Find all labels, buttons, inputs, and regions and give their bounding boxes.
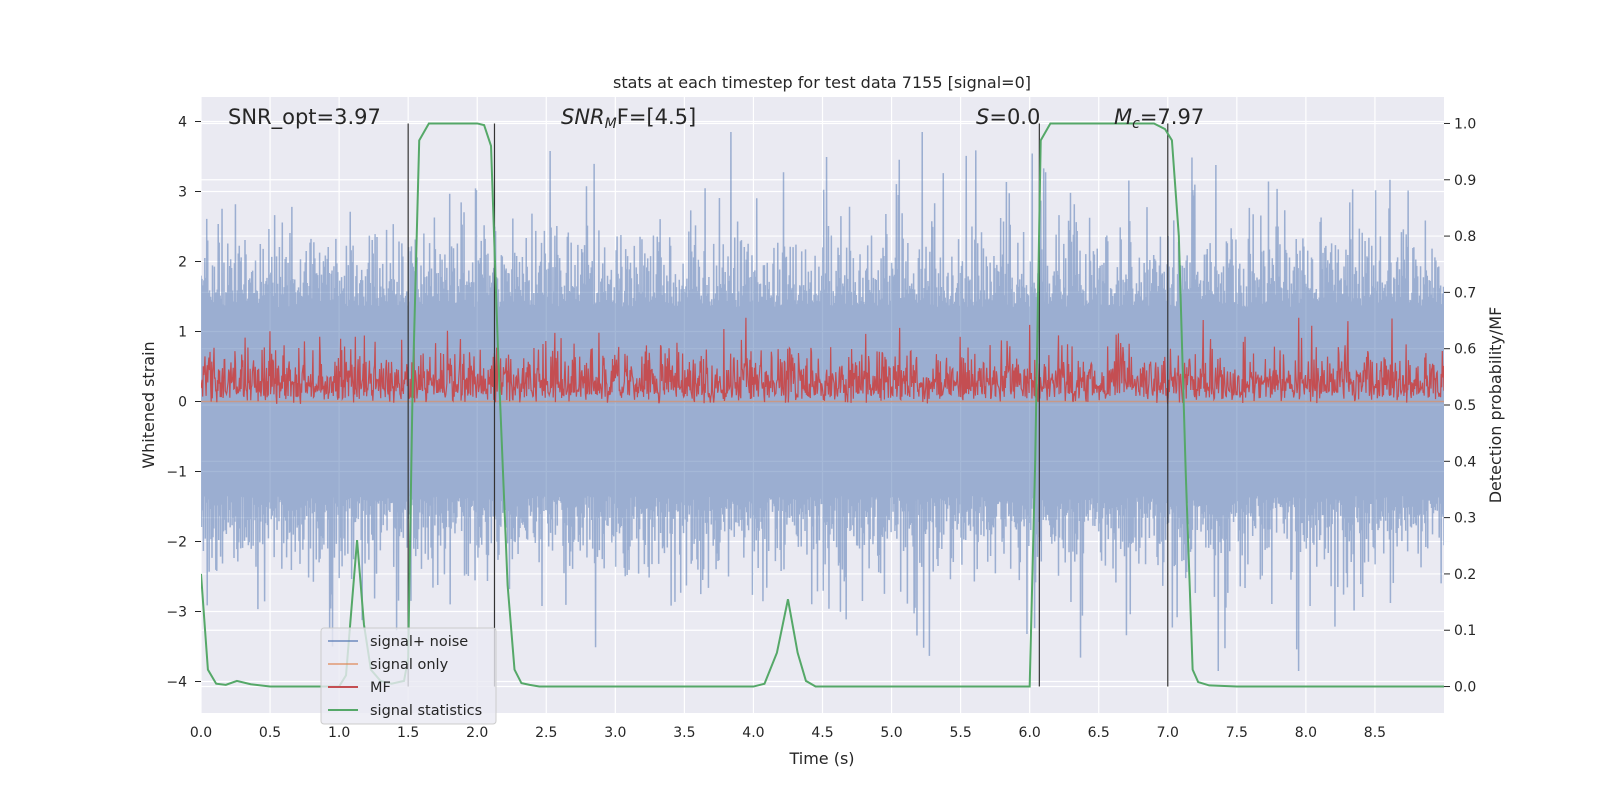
legend-box <box>320 627 497 725</box>
annotation-snr-mf: SNRMF=[4.5] <box>561 105 696 132</box>
legend-label-signal-noise: signal+ noise <box>370 634 468 650</box>
y2-axis-ticks: 1.0 0.9 0.8 0.7 0.6 0.5 0.4 0.3 0.2 0.1 0.0 <box>1444 116 1476 696</box>
x-tick-label: 5.5 <box>949 725 971 741</box>
y-axis-label: Whitened strain <box>139 341 158 468</box>
x-tick-label: 6.0 <box>1019 725 1041 741</box>
x-axis-label: Time (s) <box>788 749 854 768</box>
legend: signal+ noise signal only MF signal stat… <box>320 627 497 725</box>
x-tick-label: 5.0 <box>880 725 902 741</box>
x-tick-label: 1.5 <box>397 725 419 741</box>
x-tick-label: 3.0 <box>604 725 626 741</box>
y-tick-label: 4 <box>178 115 187 131</box>
x-tick-label: 7.5 <box>1226 725 1248 741</box>
y2-tick-label: 0.3 <box>1454 511 1476 527</box>
chart-title: stats at each timestep for test data 715… <box>613 73 1031 92</box>
y2-tick-label: 0.8 <box>1454 229 1476 245</box>
y-tick-label: 2 <box>178 255 187 271</box>
x-tick-label: 7.0 <box>1157 725 1179 741</box>
annotation-s: S=0.0 <box>976 105 1040 129</box>
y2-tick-label: 0.4 <box>1454 454 1476 470</box>
y2-tick-label: 1.0 <box>1454 116 1476 132</box>
y2-tick-label: 0.1 <box>1454 623 1476 639</box>
legend-label-mf: MF <box>370 680 391 696</box>
y-axis-ticks: 4 3 2 1 0 −1 −2 −3 −4 <box>166 115 201 691</box>
x-tick-label: 4.0 <box>742 725 764 741</box>
x-tick-label: 1.0 <box>328 725 350 741</box>
y-tick-label: 0 <box>178 395 187 411</box>
y2-tick-label: 0.2 <box>1454 567 1476 583</box>
y-tick-label: −4 <box>166 675 187 691</box>
y2-tick-label: 0.5 <box>1454 398 1476 414</box>
legend-label-signal-only: signal only <box>370 657 449 673</box>
x-tick-label: 8.0 <box>1295 725 1317 741</box>
x-tick-label: 8.5 <box>1364 725 1386 741</box>
x-tick-label: 0.5 <box>259 725 281 741</box>
data-layer <box>201 122 1444 688</box>
y2-tick-label: 0.7 <box>1454 285 1476 301</box>
y-tick-label: 3 <box>178 185 187 201</box>
y-tick-label: −2 <box>166 535 187 551</box>
x-tick-label: 2.0 <box>466 725 488 741</box>
x-tick-label: 6.5 <box>1088 725 1110 741</box>
y-tick-label: −3 <box>166 605 187 621</box>
y2-axis-label: Detection probability/MF <box>1486 307 1505 504</box>
y2-tick-label: 0.6 <box>1454 342 1476 358</box>
legend-label-signal-statistics: signal statistics <box>370 703 482 719</box>
y-tick-label: −1 <box>166 465 187 481</box>
x-tick-label: 3.5 <box>673 725 695 741</box>
x-tick-label: 4.5 <box>811 725 833 741</box>
annotation-snr-opt: SNR_opt=3.97 <box>228 105 381 130</box>
x-tick-label: 2.5 <box>535 725 557 741</box>
x-tick-label: 0.0 <box>190 725 212 741</box>
x-axis-ticks: 0.0 0.5 1.0 1.5 2.0 2.5 3.0 3.5 4.0 4.5 5.0 5.5 6.0 6… <box>190 725 1386 741</box>
y2-tick-label: 0.0 <box>1454 680 1476 696</box>
y-tick-label: 1 <box>178 325 187 341</box>
annotation-mc: Mc=7.97 <box>1114 105 1204 132</box>
y2-tick-label: 0.9 <box>1454 173 1476 189</box>
